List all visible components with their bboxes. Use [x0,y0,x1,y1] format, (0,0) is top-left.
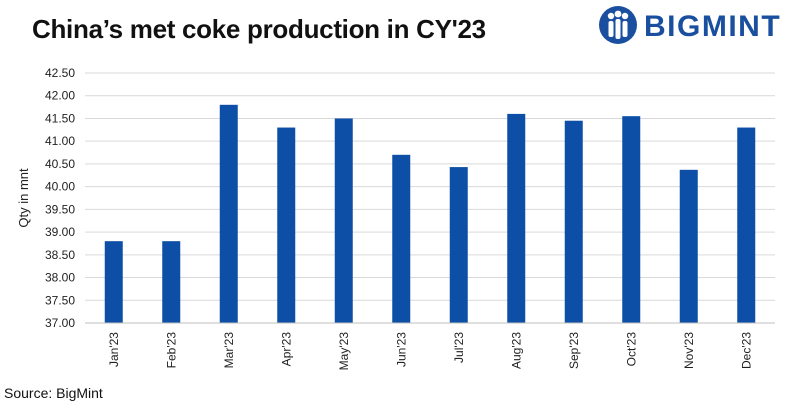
y-tick-label: 37.00 [45,316,75,330]
y-tick-label: 42.50 [45,66,75,80]
y-tick-label: 40.00 [45,180,75,194]
chart-bars [104,104,756,324]
x-tick-label: Feb'23 [164,332,178,369]
y-tick-label: 40.50 [45,157,75,171]
bar [277,127,296,323]
source-note: Source: BigMint [4,385,103,401]
x-tick-label: Sep'23 [567,332,581,369]
bar [564,120,583,324]
y-tick-label: 41.50 [45,111,75,125]
chart-title: China’s met coke production in CY'23 [32,14,486,44]
bigmint-logo [599,6,637,44]
bar [104,241,123,323]
y-tick-label: 37.50 [45,293,75,307]
bar [507,113,526,323]
bar [622,116,641,323]
bar-chart: 37.00 37.50 38.00 38.50 39.00 39.50 40.00 40.50… [16,66,775,371]
x-tick-label: Oct'23 [624,332,638,367]
bar [334,118,353,323]
x-tick-label: Mar'23 [222,332,236,369]
bar [392,154,411,323]
x-tick-label: Apr'23 [279,332,293,367]
y-tick-label: 39.50 [45,202,75,216]
y-tick-label: 41.00 [45,134,75,148]
x-tick-label: Jan'23 [107,332,121,367]
bar [162,241,181,323]
chart-gridlines [85,72,775,324]
x-tick-label: Jun'23 [394,332,408,367]
x-tick-label: Dec'23 [739,332,753,369]
x-axis: Jan'23 Feb'23 Mar'23 Apr'23 May'23 Jun'23 Jul'… [85,322,775,371]
y-tick-label: 38.50 [45,248,75,262]
bigmint-logo-text: BIGMINT [644,10,782,43]
y-tick-label: 42.00 [45,89,75,103]
x-tick-label: Aug'23 [509,332,523,369]
x-tick-label: Jul'23 [452,332,466,363]
x-tick-label: May'23 [337,332,351,371]
y-axis-label: Qty in mnt [16,168,31,228]
y-axis: 37.00 37.50 38.00 38.50 39.00 39.50 40.00 40.50… [45,66,75,330]
y-tick-label: 39.00 [45,225,75,239]
bar [737,127,756,323]
x-tick-label: Nov'23 [682,332,696,369]
y-tick-label: 38.00 [45,271,75,285]
bar [219,104,238,324]
people-group-icon [599,6,637,44]
bar [679,169,698,323]
bar [449,167,468,323]
